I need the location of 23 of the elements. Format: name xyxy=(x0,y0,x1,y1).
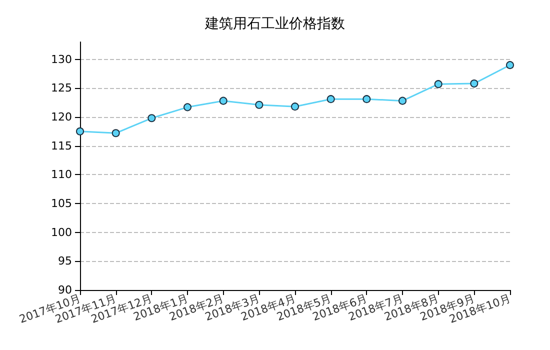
point xyxy=(326,95,335,104)
point xyxy=(219,96,228,105)
y-tick-label: 110 xyxy=(51,168,72,182)
point xyxy=(506,61,514,70)
y-tick-label: 125 xyxy=(51,82,72,95)
point xyxy=(434,80,442,88)
point xyxy=(184,103,192,112)
y-tick-label: 100 xyxy=(51,226,72,239)
point xyxy=(470,80,478,88)
point xyxy=(148,114,156,122)
point xyxy=(398,96,406,105)
y-tick-label: 130 xyxy=(51,52,72,66)
point xyxy=(255,100,264,109)
point xyxy=(76,127,84,136)
y-tick-label: 120 xyxy=(51,110,72,124)
y-tick-label: 90 xyxy=(58,284,72,296)
chart-title: 建筑用石工业价格指数 xyxy=(204,16,345,32)
point xyxy=(362,95,371,104)
y-tick-label: 105 xyxy=(51,196,72,210)
y-tick-label: 115 xyxy=(51,139,72,152)
point xyxy=(112,129,120,138)
y-tick-label: 95 xyxy=(58,254,72,268)
point xyxy=(291,102,299,111)
